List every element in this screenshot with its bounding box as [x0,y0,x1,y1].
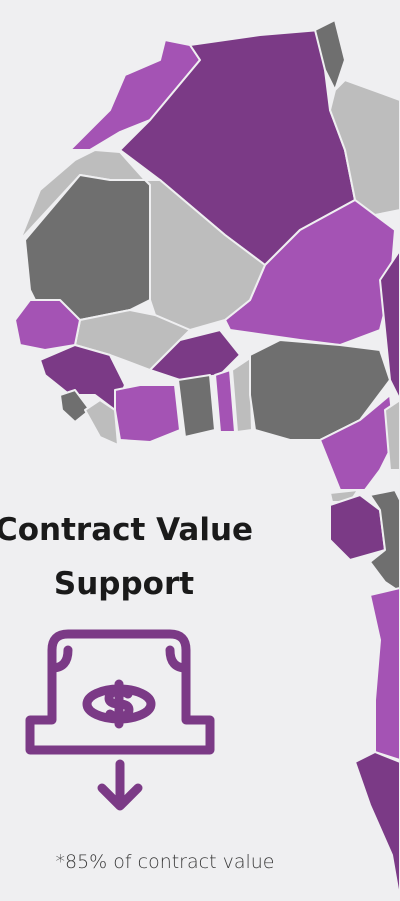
footnote: *85% of contract value [56,851,275,873]
title-line: Contract Value [0,512,253,548]
title-line: Support [54,566,194,602]
region [314,19,346,91]
region [84,399,119,446]
contract-icon [25,629,215,811]
region [354,751,400,901]
region [114,384,181,443]
region [369,489,400,593]
region [369,587,400,761]
region [384,399,400,471]
region [177,374,216,438]
region [59,389,91,423]
region [214,369,236,433]
region [14,299,81,351]
region [319,394,396,491]
region [224,199,396,346]
region [231,357,253,433]
map [14,19,400,901]
region [379,249,400,401]
